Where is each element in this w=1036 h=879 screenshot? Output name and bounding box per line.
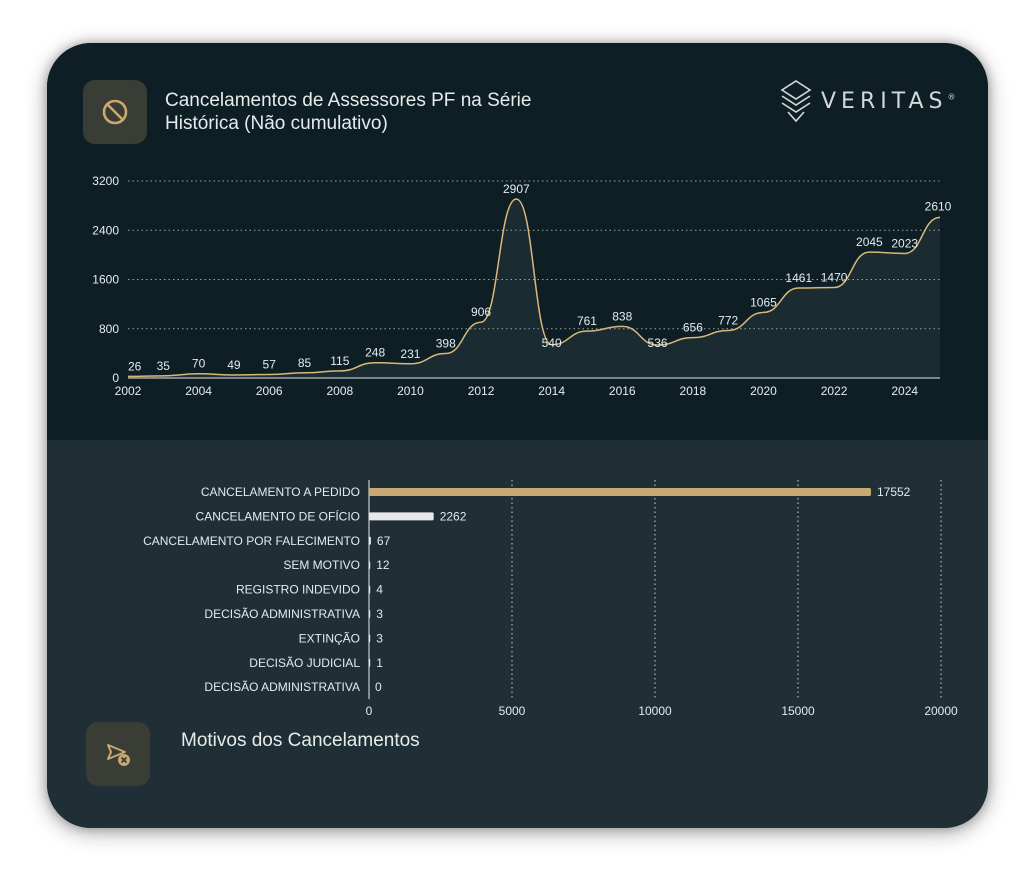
x-tick-label: 2008 bbox=[326, 384, 353, 398]
bar-value-label: 2262 bbox=[440, 509, 467, 523]
bar-category-label: DECISÃO ADMINISTRATIVA bbox=[204, 680, 360, 694]
bar-x-tick-label: 5000 bbox=[499, 704, 526, 718]
data-label: 656 bbox=[683, 321, 703, 335]
bar-category-label: REGISTRO INDEVIDO bbox=[236, 583, 360, 597]
data-label: 115 bbox=[330, 354, 349, 368]
data-label: 398 bbox=[436, 336, 456, 350]
data-label: 85 bbox=[298, 356, 312, 370]
data-label: 57 bbox=[263, 357, 277, 371]
bar-x-tick-label: 15000 bbox=[781, 704, 815, 718]
x-tick-label: 2018 bbox=[680, 384, 707, 398]
y-tick-label: 2400 bbox=[92, 223, 119, 237]
bar-value-label: 17552 bbox=[877, 485, 911, 499]
bar-value-label: 12 bbox=[376, 558, 390, 572]
bar-category-label: CANCELAMENTO A PEDIDO bbox=[201, 485, 360, 499]
bar-chart-panel bbox=[47, 440, 988, 828]
data-label: 838 bbox=[612, 309, 632, 323]
bar-x-tick-label: 0 bbox=[366, 704, 373, 718]
bar-x-tick-label: 10000 bbox=[638, 704, 672, 718]
bar-chart-title: Motivos dos Cancelamentos bbox=[181, 730, 420, 751]
bar bbox=[369, 658, 371, 667]
data-label: 906 bbox=[471, 305, 491, 319]
bar-category-label: DECISÃO ADMINISTRATIVA bbox=[204, 607, 360, 621]
data-label: 248 bbox=[365, 346, 385, 360]
data-label: 70 bbox=[192, 357, 206, 371]
x-tick-label: 2020 bbox=[750, 384, 777, 398]
bar bbox=[369, 585, 371, 594]
data-label: 2045 bbox=[856, 235, 883, 249]
bar-value-label: 67 bbox=[377, 534, 391, 548]
y-tick-label: 1600 bbox=[92, 273, 119, 287]
x-tick-label: 2016 bbox=[609, 384, 636, 398]
data-label: 540 bbox=[542, 336, 562, 350]
y-tick-label: 3200 bbox=[92, 174, 119, 188]
x-tick-label: 2012 bbox=[468, 384, 495, 398]
bar-value-label: 1 bbox=[376, 656, 383, 670]
brand-name: VERITAS® bbox=[821, 88, 956, 114]
bar-category-label: SEM MOTIVO bbox=[283, 558, 360, 572]
bar bbox=[369, 536, 371, 545]
bar bbox=[369, 561, 371, 570]
x-tick-label: 2004 bbox=[185, 384, 212, 398]
veritas-logo-icon bbox=[780, 80, 812, 123]
y-tick-label: 0 bbox=[112, 371, 119, 385]
prohibited-icon-box bbox=[83, 80, 147, 144]
y-tick-label: 800 bbox=[99, 322, 119, 336]
x-tick-label: 2022 bbox=[821, 384, 848, 398]
bar-category-label: DECISÃO JUDICIAL bbox=[249, 656, 360, 670]
series-line bbox=[127, 198, 941, 378]
bar bbox=[369, 610, 371, 618]
data-label: 2610 bbox=[925, 199, 952, 213]
bar-category-label: CANCELAMENTO POR FALECIMENTO bbox=[143, 534, 360, 548]
data-label: 49 bbox=[227, 358, 241, 372]
bar-value-label: 4 bbox=[376, 583, 383, 597]
line-area bbox=[128, 199, 940, 378]
bar-value-label: 0 bbox=[375, 680, 382, 694]
bar-value-label: 3 bbox=[376, 631, 383, 645]
charts-svg: 0 800 1600 2400 3200 2002 2004 2006 2008 2010 2012… bbox=[92, 174, 958, 718]
chart-card: Cancelamentos de Assessores PF na Série … bbox=[47, 43, 988, 828]
data-label: 2023 bbox=[891, 236, 918, 250]
bar bbox=[369, 634, 371, 643]
data-label: 1470 bbox=[821, 271, 848, 285]
send-cancel-icon bbox=[107, 744, 130, 766]
bar-x-tick-label: 20000 bbox=[924, 704, 958, 718]
bar-category-label: CANCELAMENTO DE OFÍCIO bbox=[196, 508, 360, 523]
line-chart-title: Cancelamentos de Assessores PF na Série … bbox=[165, 90, 532, 134]
x-tick-label: 2006 bbox=[256, 384, 283, 398]
x-tick-label: 2002 bbox=[115, 384, 142, 398]
bar bbox=[369, 488, 871, 496]
data-label: 35 bbox=[157, 359, 171, 373]
x-tick-label: 2014 bbox=[538, 384, 565, 398]
bar bbox=[369, 512, 434, 521]
data-label: 231 bbox=[400, 347, 420, 361]
x-tick-label: 2024 bbox=[891, 384, 918, 398]
veritas-logo: VERITAS® bbox=[779, 79, 955, 123]
data-label: 2907 bbox=[503, 182, 530, 196]
data-label: 26 bbox=[128, 359, 142, 373]
data-label: 536 bbox=[648, 336, 668, 350]
x-tick-label: 2010 bbox=[397, 384, 424, 398]
data-label: 772 bbox=[718, 313, 738, 327]
send-cancel-icon-box bbox=[86, 722, 150, 786]
bar-value-label: 3 bbox=[376, 607, 383, 621]
data-label: 1461 bbox=[785, 271, 812, 285]
data-label: 761 bbox=[577, 314, 597, 328]
prohibited-icon bbox=[102, 99, 128, 125]
bar-category-label: EXTINÇÃO bbox=[299, 631, 360, 645]
data-label: 1065 bbox=[750, 295, 777, 309]
